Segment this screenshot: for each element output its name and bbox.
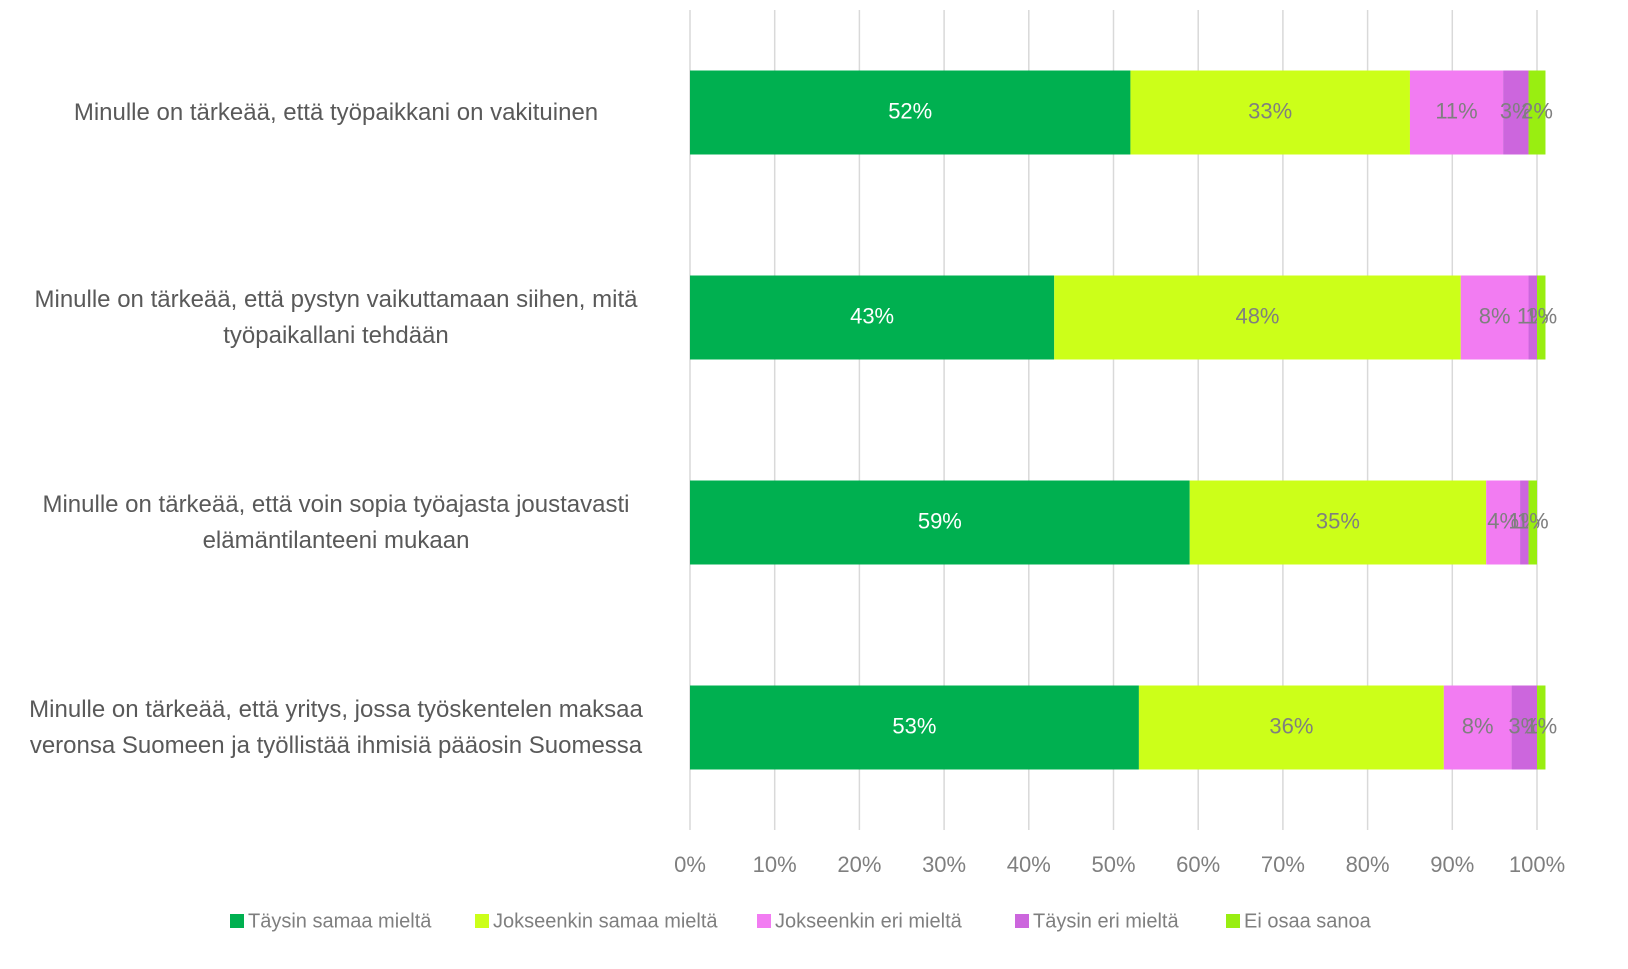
data-label: 35% <box>1316 508 1360 533</box>
bar-segment <box>1486 480 1521 565</box>
x-tick-label: 60% <box>1176 852 1220 877</box>
data-label: 53% <box>892 713 936 738</box>
category-label: Minulle on tärkeää, että voin sopia työa… <box>42 490 630 554</box>
x-tick-label: 0% <box>674 852 706 877</box>
data-label: 52% <box>888 98 932 123</box>
bar-segment <box>1528 275 1537 360</box>
x-tick-label: 90% <box>1430 852 1474 877</box>
bar-segment <box>1520 480 1529 565</box>
data-label: 1% <box>1525 303 1557 328</box>
bar-segment <box>1443 685 1512 770</box>
data-label: 43% <box>850 303 894 328</box>
data-label: 11% <box>1435 98 1477 123</box>
bar-segment <box>1511 685 1537 770</box>
x-tick-label: 80% <box>1346 852 1390 877</box>
legend-label: Jokseenkin samaa mieltä <box>493 910 718 932</box>
category-label: Minulle on tärkeää, että työpaikkani on … <box>73 98 599 126</box>
data-label: 59% <box>918 508 962 533</box>
x-tick-label: 20% <box>837 852 881 877</box>
legend-label: Ei osaa sanoa <box>1244 910 1372 932</box>
bar-segment <box>1409 70 1504 155</box>
data-label: 8% <box>1462 713 1494 738</box>
bar-segment <box>690 480 1190 565</box>
bar-segment <box>690 685 1139 770</box>
bar-segment <box>1528 70 1546 155</box>
category-label: Minulle on tärkeää, että pystyn vaikutta… <box>34 285 638 349</box>
legend-swatch <box>230 914 244 928</box>
data-label: 36% <box>1269 713 1313 738</box>
data-label: 1% <box>1517 508 1549 533</box>
bar-segment <box>1503 70 1529 155</box>
legend-swatch <box>475 914 489 928</box>
data-label: 2% <box>1521 98 1553 123</box>
legend-label: Jokseenkin eri mieltä <box>775 910 963 932</box>
data-label: 1% <box>1525 713 1557 738</box>
legend-swatch <box>1226 914 1240 928</box>
data-label: 33% <box>1248 98 1292 123</box>
bar-segment <box>1130 70 1410 155</box>
data-label: 3% <box>1508 713 1540 738</box>
legend-label: Täysin samaa mieltä <box>248 910 432 932</box>
bar-segment <box>1528 480 1537 565</box>
bar-segment <box>690 275 1055 360</box>
category-label: Minulle on tärkeää, että yritys, jossa t… <box>29 695 643 759</box>
data-label: 48% <box>1235 303 1279 328</box>
bar-segment <box>1537 275 1546 360</box>
bar-segment <box>690 70 1131 155</box>
bar-segment <box>1138 685 1444 770</box>
x-tick-label: 70% <box>1261 852 1305 877</box>
x-tick-label: 40% <box>1007 852 1051 877</box>
data-label: 3% <box>1500 98 1532 123</box>
legend-swatch <box>1015 914 1029 928</box>
x-tick-label: 10% <box>753 852 797 877</box>
bar-segment <box>1189 480 1487 565</box>
x-tick-label: 50% <box>1091 852 1135 877</box>
legend-swatch <box>757 914 771 928</box>
x-tick-label: 100% <box>1509 852 1565 877</box>
x-tick-label: 30% <box>922 852 966 877</box>
legend-label: Täysin eri mieltä <box>1033 910 1179 932</box>
data-label: 4% <box>1487 508 1519 533</box>
bar-segment <box>1460 275 1529 360</box>
data-label: 8% <box>1479 303 1511 328</box>
bar-segment <box>1537 685 1546 770</box>
bar-segment <box>1054 275 1461 360</box>
